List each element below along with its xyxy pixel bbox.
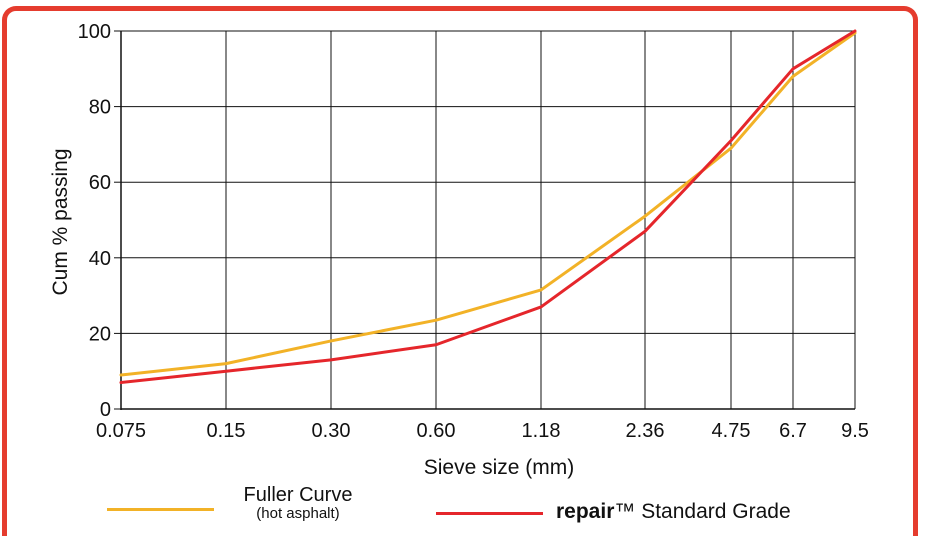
legend-swatch-fuller (107, 508, 214, 511)
legend-repair-brand: repair (556, 500, 615, 523)
chart-frame (2, 6, 918, 536)
y-tick-label-0: 0 (100, 399, 111, 421)
series-line-0 (119, 31, 857, 377)
x-tick-label-0_60: 0.60 (417, 420, 456, 442)
y-axis-label: Cum % passing (49, 148, 72, 295)
y-tick-label-80: 80 (89, 97, 111, 119)
x-tick-label-2_36: 2.36 (626, 420, 665, 442)
legend-fuller-sublabel: (hot asphalt) (256, 505, 340, 522)
legend-repair-label: ™ Standard Grade (614, 500, 791, 523)
y-tick-label-20: 20 (89, 323, 111, 345)
y-tick-label-100: 100 (78, 21, 111, 43)
x-tick-label-4_75: 4.75 (712, 420, 751, 442)
legend-repair: repair™ Standard Grade (556, 500, 791, 524)
y-tick-label-60: 60 (89, 172, 111, 194)
legend-fuller-label: Fuller Curve (243, 484, 353, 506)
x-tick-label-0_075: 0.075 (96, 420, 146, 442)
x-tick-label-9_5: 9.5 (841, 420, 869, 442)
legend-swatch-repair (436, 512, 543, 515)
x-tick-label-0_15: 0.15 (207, 420, 246, 442)
series-line-1 (119, 29, 857, 385)
x-tick-label-6_7: 6.7 (779, 420, 807, 442)
x-tick-label-0_30: 0.30 (312, 420, 351, 442)
x-tick-label-1_18: 1.18 (522, 420, 561, 442)
y-tick-label-40: 40 (89, 248, 111, 270)
legend-fuller: Fuller Curve (hot asphalt) (218, 484, 378, 522)
x-axis-label: Sieve size (mm) (424, 456, 575, 479)
